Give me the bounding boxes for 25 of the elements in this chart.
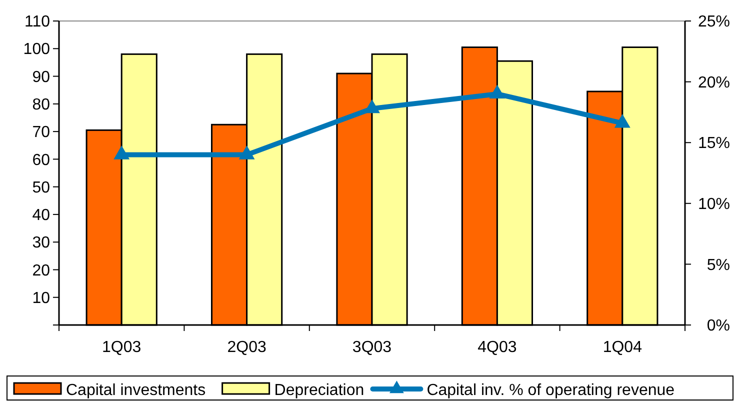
y-tick-label: 100 <box>23 41 50 58</box>
legend-label: Depreciation <box>274 382 364 399</box>
y2-tick-label: 15% <box>698 135 730 152</box>
y-tick-label: 40 <box>32 207 50 224</box>
y-tick-label: 30 <box>32 234 50 252</box>
y-tick-label: 80 <box>32 96 50 114</box>
x-tick-label: 3Q03 <box>352 339 392 356</box>
x-tick-label: 1Q03 <box>102 339 142 356</box>
y-tick-label: 70 <box>32 124 50 142</box>
y-tick-label: 60 <box>32 152 50 169</box>
y2-tick-label: 5% <box>706 256 730 274</box>
x-tick-label: 1Q04 <box>602 339 642 356</box>
y-tick-label: 110 <box>24 14 50 31</box>
legend-label: Capital investments <box>66 382 206 399</box>
y2-tick-label: 25% <box>698 14 730 31</box>
x-tick-label: 2Q03 <box>227 339 266 356</box>
y-tick-label: 20 <box>32 262 50 280</box>
y2-tick-label: 20% <box>698 74 730 92</box>
y2-tick-label: 0% <box>706 318 730 335</box>
y-tick-label: 10 <box>32 290 50 307</box>
y-tick-label: 90 <box>32 68 50 86</box>
y-tick-label: 50 <box>32 179 50 196</box>
legend-label: Capital inv. % of operating revenue <box>426 382 675 399</box>
y2-tick-label: 10% <box>698 196 730 213</box>
x-tick-label: 4Q03 <box>478 339 517 356</box>
